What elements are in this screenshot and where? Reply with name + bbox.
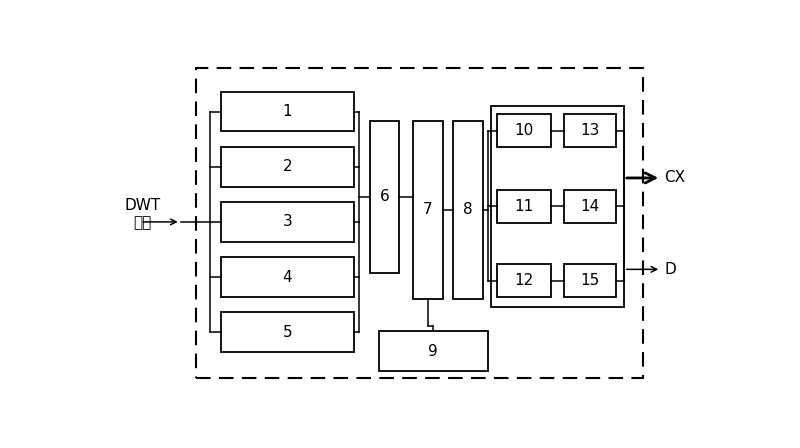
Bar	[497, 190, 551, 223]
Bar	[497, 264, 551, 297]
Text: 7: 7	[423, 202, 433, 217]
Text: 10: 10	[514, 123, 534, 138]
Text: 3: 3	[282, 215, 293, 229]
Bar	[221, 257, 354, 297]
Bar	[497, 114, 551, 147]
Bar	[196, 68, 642, 378]
Text: D: D	[664, 262, 676, 277]
Text: 4: 4	[282, 270, 292, 284]
Text: 1: 1	[282, 104, 292, 119]
Text: 14: 14	[581, 199, 600, 214]
Text: 15: 15	[581, 273, 600, 288]
Bar	[454, 121, 483, 299]
Bar	[564, 190, 617, 223]
Bar	[379, 332, 487, 371]
Bar	[221, 92, 354, 131]
Bar	[413, 121, 443, 299]
Bar	[564, 264, 617, 297]
Text: 9: 9	[428, 344, 438, 359]
Text: 11: 11	[514, 199, 534, 214]
Bar	[564, 114, 617, 147]
Bar	[370, 121, 399, 273]
Bar	[490, 105, 624, 307]
Text: 6: 6	[380, 190, 390, 204]
Bar	[221, 202, 354, 242]
Text: 5: 5	[282, 325, 292, 340]
Text: DWT
系数: DWT 系数	[124, 198, 160, 230]
Bar	[221, 147, 354, 186]
Text: 2: 2	[282, 159, 292, 174]
Bar	[221, 313, 354, 352]
Text: 12: 12	[514, 273, 534, 288]
Text: 13: 13	[581, 123, 600, 138]
Text: CX: CX	[664, 170, 686, 185]
Text: 8: 8	[463, 202, 473, 217]
